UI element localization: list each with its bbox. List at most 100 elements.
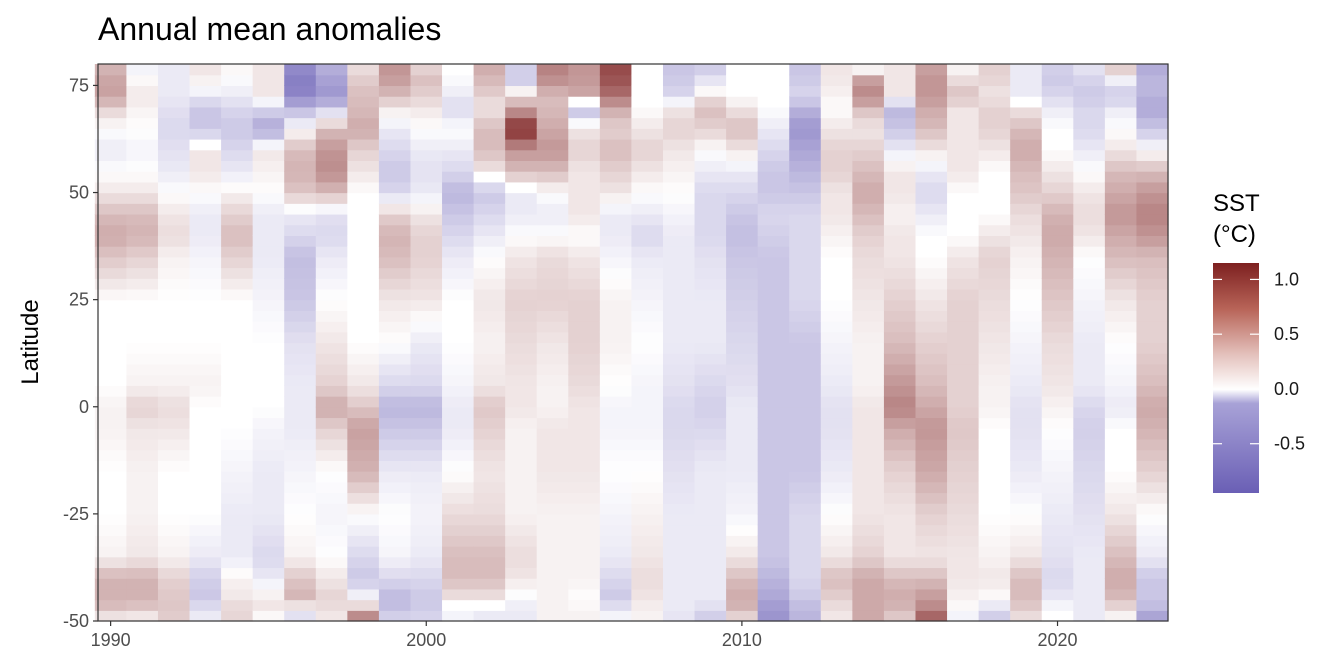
heatmap-cell (410, 524, 443, 536)
heatmap-cell (1010, 246, 1043, 258)
heatmap-cell (536, 428, 569, 440)
heatmap-cell (1010, 171, 1043, 183)
heatmap-cell (789, 513, 822, 526)
heatmap-cell (1073, 299, 1106, 311)
heatmap-cell (189, 278, 222, 290)
heatmap-cell (1073, 331, 1106, 344)
heatmap-cell (157, 224, 191, 236)
heatmap-cell (915, 224, 948, 236)
heatmap-cell (631, 449, 664, 461)
heatmap-cell (252, 224, 285, 236)
heatmap-cell (410, 374, 443, 386)
heatmap-cell (157, 417, 191, 429)
heatmap-cell (947, 342, 980, 354)
heatmap-cell (252, 556, 285, 569)
heatmap-cell (947, 503, 980, 515)
heatmap-cell (189, 256, 222, 269)
heatmap-cell (757, 567, 790, 579)
heatmap-cell (883, 224, 917, 236)
heatmap-cell (284, 192, 317, 204)
heatmap-cell (1041, 599, 1074, 611)
heatmap-cell (94, 106, 127, 119)
heatmap-cell (442, 235, 475, 247)
heatmap-cell (662, 74, 696, 87)
heatmap-cell (947, 535, 980, 547)
heatmap-cell (94, 481, 127, 494)
heatmap-cell (789, 138, 822, 151)
heatmap-cell (662, 374, 696, 386)
heatmap-cell (1010, 363, 1043, 376)
heatmap-cell (221, 74, 254, 87)
heatmap-cell (978, 374, 1011, 386)
heatmap-cell (410, 160, 443, 172)
heatmap-cell (157, 299, 191, 311)
heatmap-cell (347, 321, 380, 333)
heatmap-cell (505, 449, 538, 461)
heatmap-cell (473, 192, 506, 204)
heatmap-cell (536, 460, 569, 472)
heatmap-cell (757, 503, 790, 515)
heatmap-cell (694, 417, 727, 429)
heatmap-cell (505, 599, 538, 611)
heatmap-cell (694, 578, 727, 590)
heatmap-cell (726, 396, 759, 408)
heatmap-cell (378, 267, 412, 279)
heatmap-cell (568, 256, 601, 269)
heatmap-cell (726, 85, 759, 97)
heatmap-cell (505, 567, 538, 579)
heatmap-cell (347, 224, 380, 236)
heatmap-cell (852, 321, 885, 333)
heatmap-cell (94, 578, 127, 590)
heatmap-cell (852, 374, 885, 386)
heatmap-cell (126, 342, 159, 354)
heatmap-cell (378, 385, 412, 397)
heatmap-cell (915, 246, 948, 258)
heatmap-cell (94, 278, 127, 290)
heatmap-cell (1104, 138, 1138, 151)
heatmap-cell (1136, 235, 1169, 247)
heatmap-cell (410, 353, 443, 365)
heatmap-cell (789, 438, 822, 451)
heatmap-cell (694, 567, 727, 579)
heatmap-cell (284, 578, 317, 590)
heatmap-cell (915, 374, 948, 386)
heatmap-cell (789, 106, 822, 119)
heatmap-cell (378, 192, 412, 204)
heatmap-cell (631, 246, 664, 258)
heatmap-cell (1136, 599, 1169, 611)
heatmap-cell (378, 138, 412, 151)
heatmap-cell (599, 288, 633, 301)
heatmap-cell (726, 546, 759, 558)
heatmap-cell (852, 396, 885, 408)
heatmap-cell (789, 374, 822, 386)
heatmap-cell (631, 460, 664, 472)
heatmap-cell (1104, 299, 1138, 311)
heatmap-cell (536, 246, 569, 258)
heatmap-cell (473, 481, 506, 494)
heatmap-cell (1104, 213, 1138, 226)
heatmap-cell (947, 138, 980, 151)
heatmap-cell (536, 85, 569, 97)
heatmap-cell (505, 267, 538, 279)
heatmap-cell (662, 588, 696, 601)
heatmap-cell (315, 267, 348, 279)
heatmap-cell (126, 106, 159, 119)
heatmap-cell (694, 128, 727, 140)
heatmap-cell (947, 374, 980, 386)
heatmap-cell (284, 288, 317, 301)
heatmap-cell (789, 224, 822, 236)
heatmap-cell (1136, 428, 1169, 440)
heatmap-cell (789, 96, 822, 108)
heatmap-cell (536, 331, 569, 344)
heatmap-cell (1073, 567, 1106, 579)
heatmap-cell (284, 138, 317, 151)
heatmap-cell (1010, 610, 1043, 622)
heatmap-cell (536, 524, 569, 536)
heatmap-cell (1041, 128, 1074, 140)
heatmap-cell (536, 128, 569, 140)
heatmap-cell (473, 513, 506, 526)
heatmap-cell (1104, 171, 1138, 183)
heatmap-cell (473, 438, 506, 451)
heatmap-cell (599, 385, 633, 397)
heatmap-cell (1073, 449, 1106, 461)
